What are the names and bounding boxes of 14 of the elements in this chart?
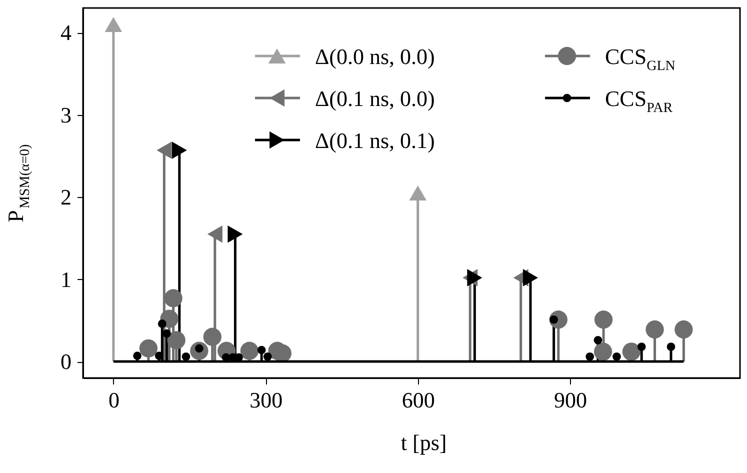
legend-label: Δ(0.0 ns, 0.0) [315, 44, 435, 69]
x-axis-title: t [ps] [400, 430, 447, 455]
legend-label: Δ(0.1 ns, 0.0) [315, 86, 435, 111]
legend-label: Δ(0.1 ns, 0.1) [315, 128, 435, 153]
x-tick-label: 0 [108, 388, 120, 412]
y-tick-label: 3 [60, 102, 72, 128]
x-tick-label: 900 [554, 388, 588, 412]
y-axis-title: PMSM(α=0) [3, 144, 33, 222]
x-tick-label: 600 [402, 388, 435, 412]
y-tick-label: 4 [60, 20, 72, 46]
y-tick-label: 1 [60, 266, 72, 292]
x-tick-label: 300 [250, 388, 283, 412]
y-tick-label: 2 [60, 184, 72, 210]
y-tick-label: 0 [60, 349, 72, 374]
